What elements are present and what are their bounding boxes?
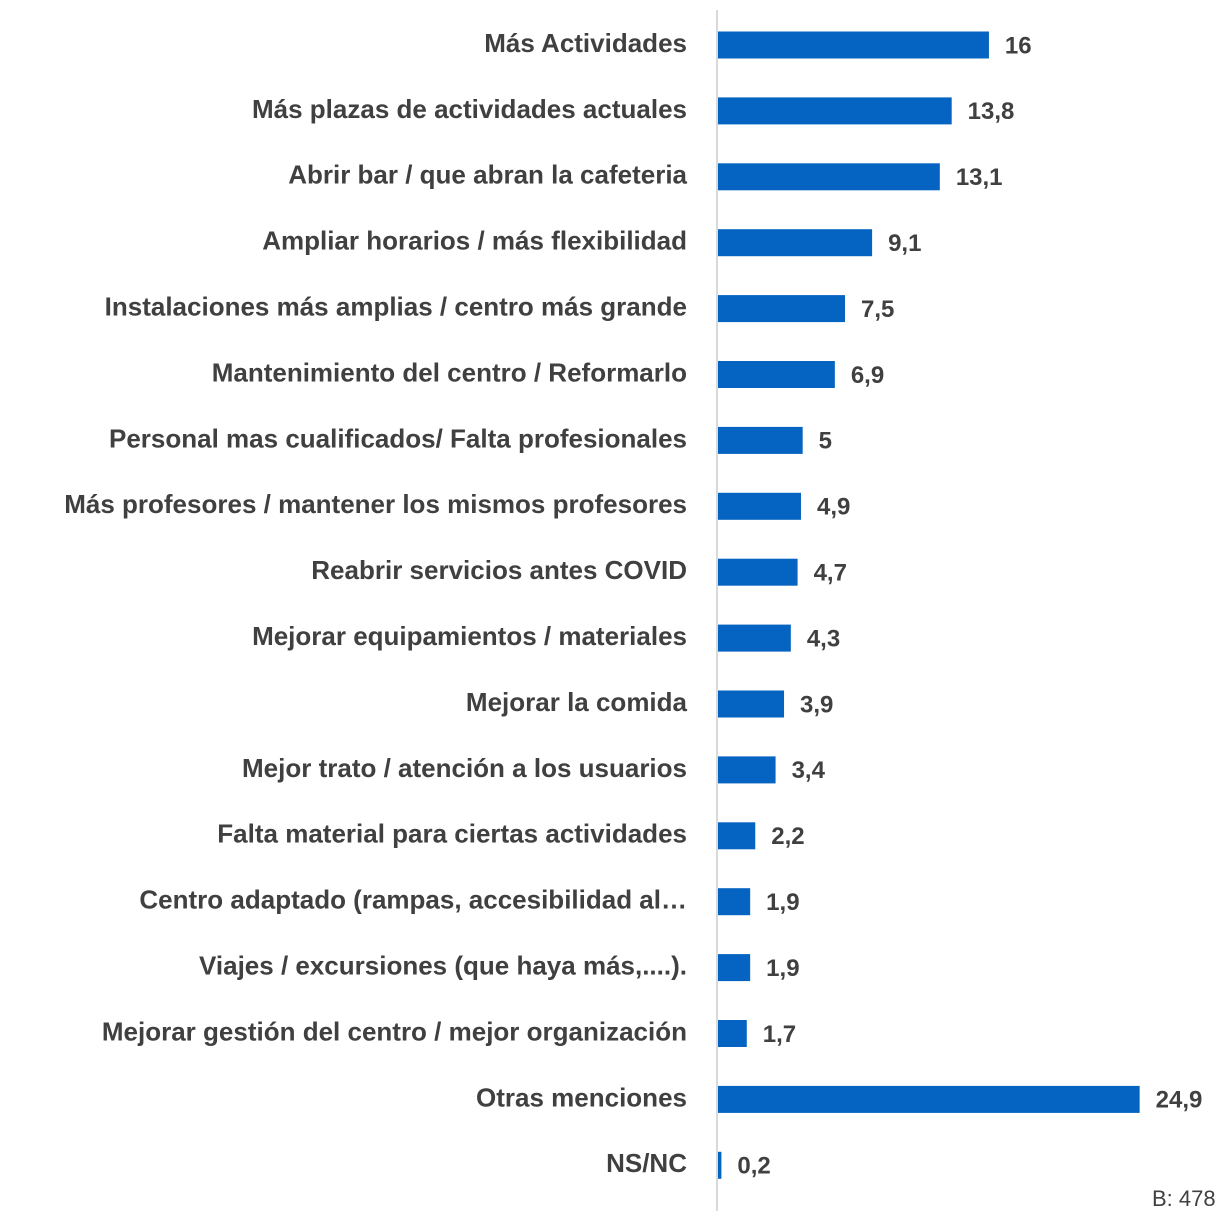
value-label: 24,9 bbox=[1156, 1087, 1203, 1114]
bar bbox=[718, 888, 751, 916]
bar bbox=[718, 361, 835, 388]
value-label: 4,9 bbox=[817, 494, 850, 521]
category-label: Otras menciones bbox=[476, 1082, 687, 1112]
bar bbox=[718, 954, 751, 982]
bar bbox=[718, 426, 803, 454]
bar bbox=[718, 1020, 747, 1047]
value-label: 16 bbox=[1005, 32, 1032, 59]
category-label: Mantenimiento del centro / Reformarlo bbox=[212, 357, 687, 387]
bar bbox=[718, 756, 776, 784]
category-label: Mejorar gestión del centro / mejor organ… bbox=[102, 1016, 687, 1046]
bar bbox=[718, 295, 845, 323]
value-label: 13,1 bbox=[956, 164, 1003, 191]
value-label: 4,3 bbox=[807, 625, 840, 652]
category-label: Falta material para ciertas actividades bbox=[217, 819, 687, 849]
value-label: 6,9 bbox=[851, 362, 884, 389]
bar bbox=[718, 690, 785, 718]
bar bbox=[718, 492, 801, 520]
value-label: 9,1 bbox=[888, 230, 921, 257]
value-label: 4,7 bbox=[814, 560, 847, 587]
category-label: Ampliar horarios / más flexibilidad bbox=[262, 226, 687, 256]
category-label: Más Actividades bbox=[484, 28, 687, 58]
category-label: Centro adaptado (rampas, accesibilidad a… bbox=[139, 885, 687, 915]
value-label: 2,2 bbox=[771, 823, 804, 850]
bar bbox=[718, 1085, 1140, 1113]
bar bbox=[718, 822, 756, 850]
value-label: 0,2 bbox=[737, 1153, 770, 1180]
value-label: 1,9 bbox=[766, 889, 799, 916]
category-label: Mejor trato / atención a los usuarios bbox=[242, 753, 687, 783]
category-label: Más profesores / mantener los mismos pro… bbox=[64, 489, 687, 519]
value-label: 7,5 bbox=[861, 296, 894, 323]
bar bbox=[718, 558, 798, 586]
value-label: 1,7 bbox=[763, 1021, 796, 1048]
category-label: Más plazas de actividades actuales bbox=[252, 94, 687, 124]
bar bbox=[718, 624, 791, 652]
category-label: Instalaciones más amplias / centro más g… bbox=[105, 291, 687, 321]
value-label: 3,9 bbox=[800, 691, 833, 718]
category-label: Reabrir servicios antes COVID bbox=[311, 555, 687, 585]
value-label: 3,4 bbox=[792, 757, 826, 784]
category-label: Mejorar la comida bbox=[466, 687, 688, 717]
bar bbox=[718, 97, 952, 125]
category-label: Abrir bar / que abran la cafeteria bbox=[288, 160, 687, 190]
category-label: Mejorar equipamientos / materiales bbox=[252, 621, 687, 651]
value-label: 1,9 bbox=[766, 955, 799, 982]
base-note: B: 478 bbox=[1152, 1186, 1216, 1211]
category-label: Viajes / excursiones (que haya más,....)… bbox=[199, 950, 687, 980]
category-label: NS/NC bbox=[606, 1148, 687, 1178]
category-label: Personal mas cualificados/ Falta profesi… bbox=[109, 423, 687, 453]
value-label: 13,8 bbox=[968, 98, 1015, 125]
bar bbox=[718, 1151, 722, 1179]
bar bbox=[718, 229, 873, 257]
value-label: 5 bbox=[819, 428, 832, 455]
bar bbox=[718, 163, 940, 191]
bar bbox=[718, 31, 989, 59]
